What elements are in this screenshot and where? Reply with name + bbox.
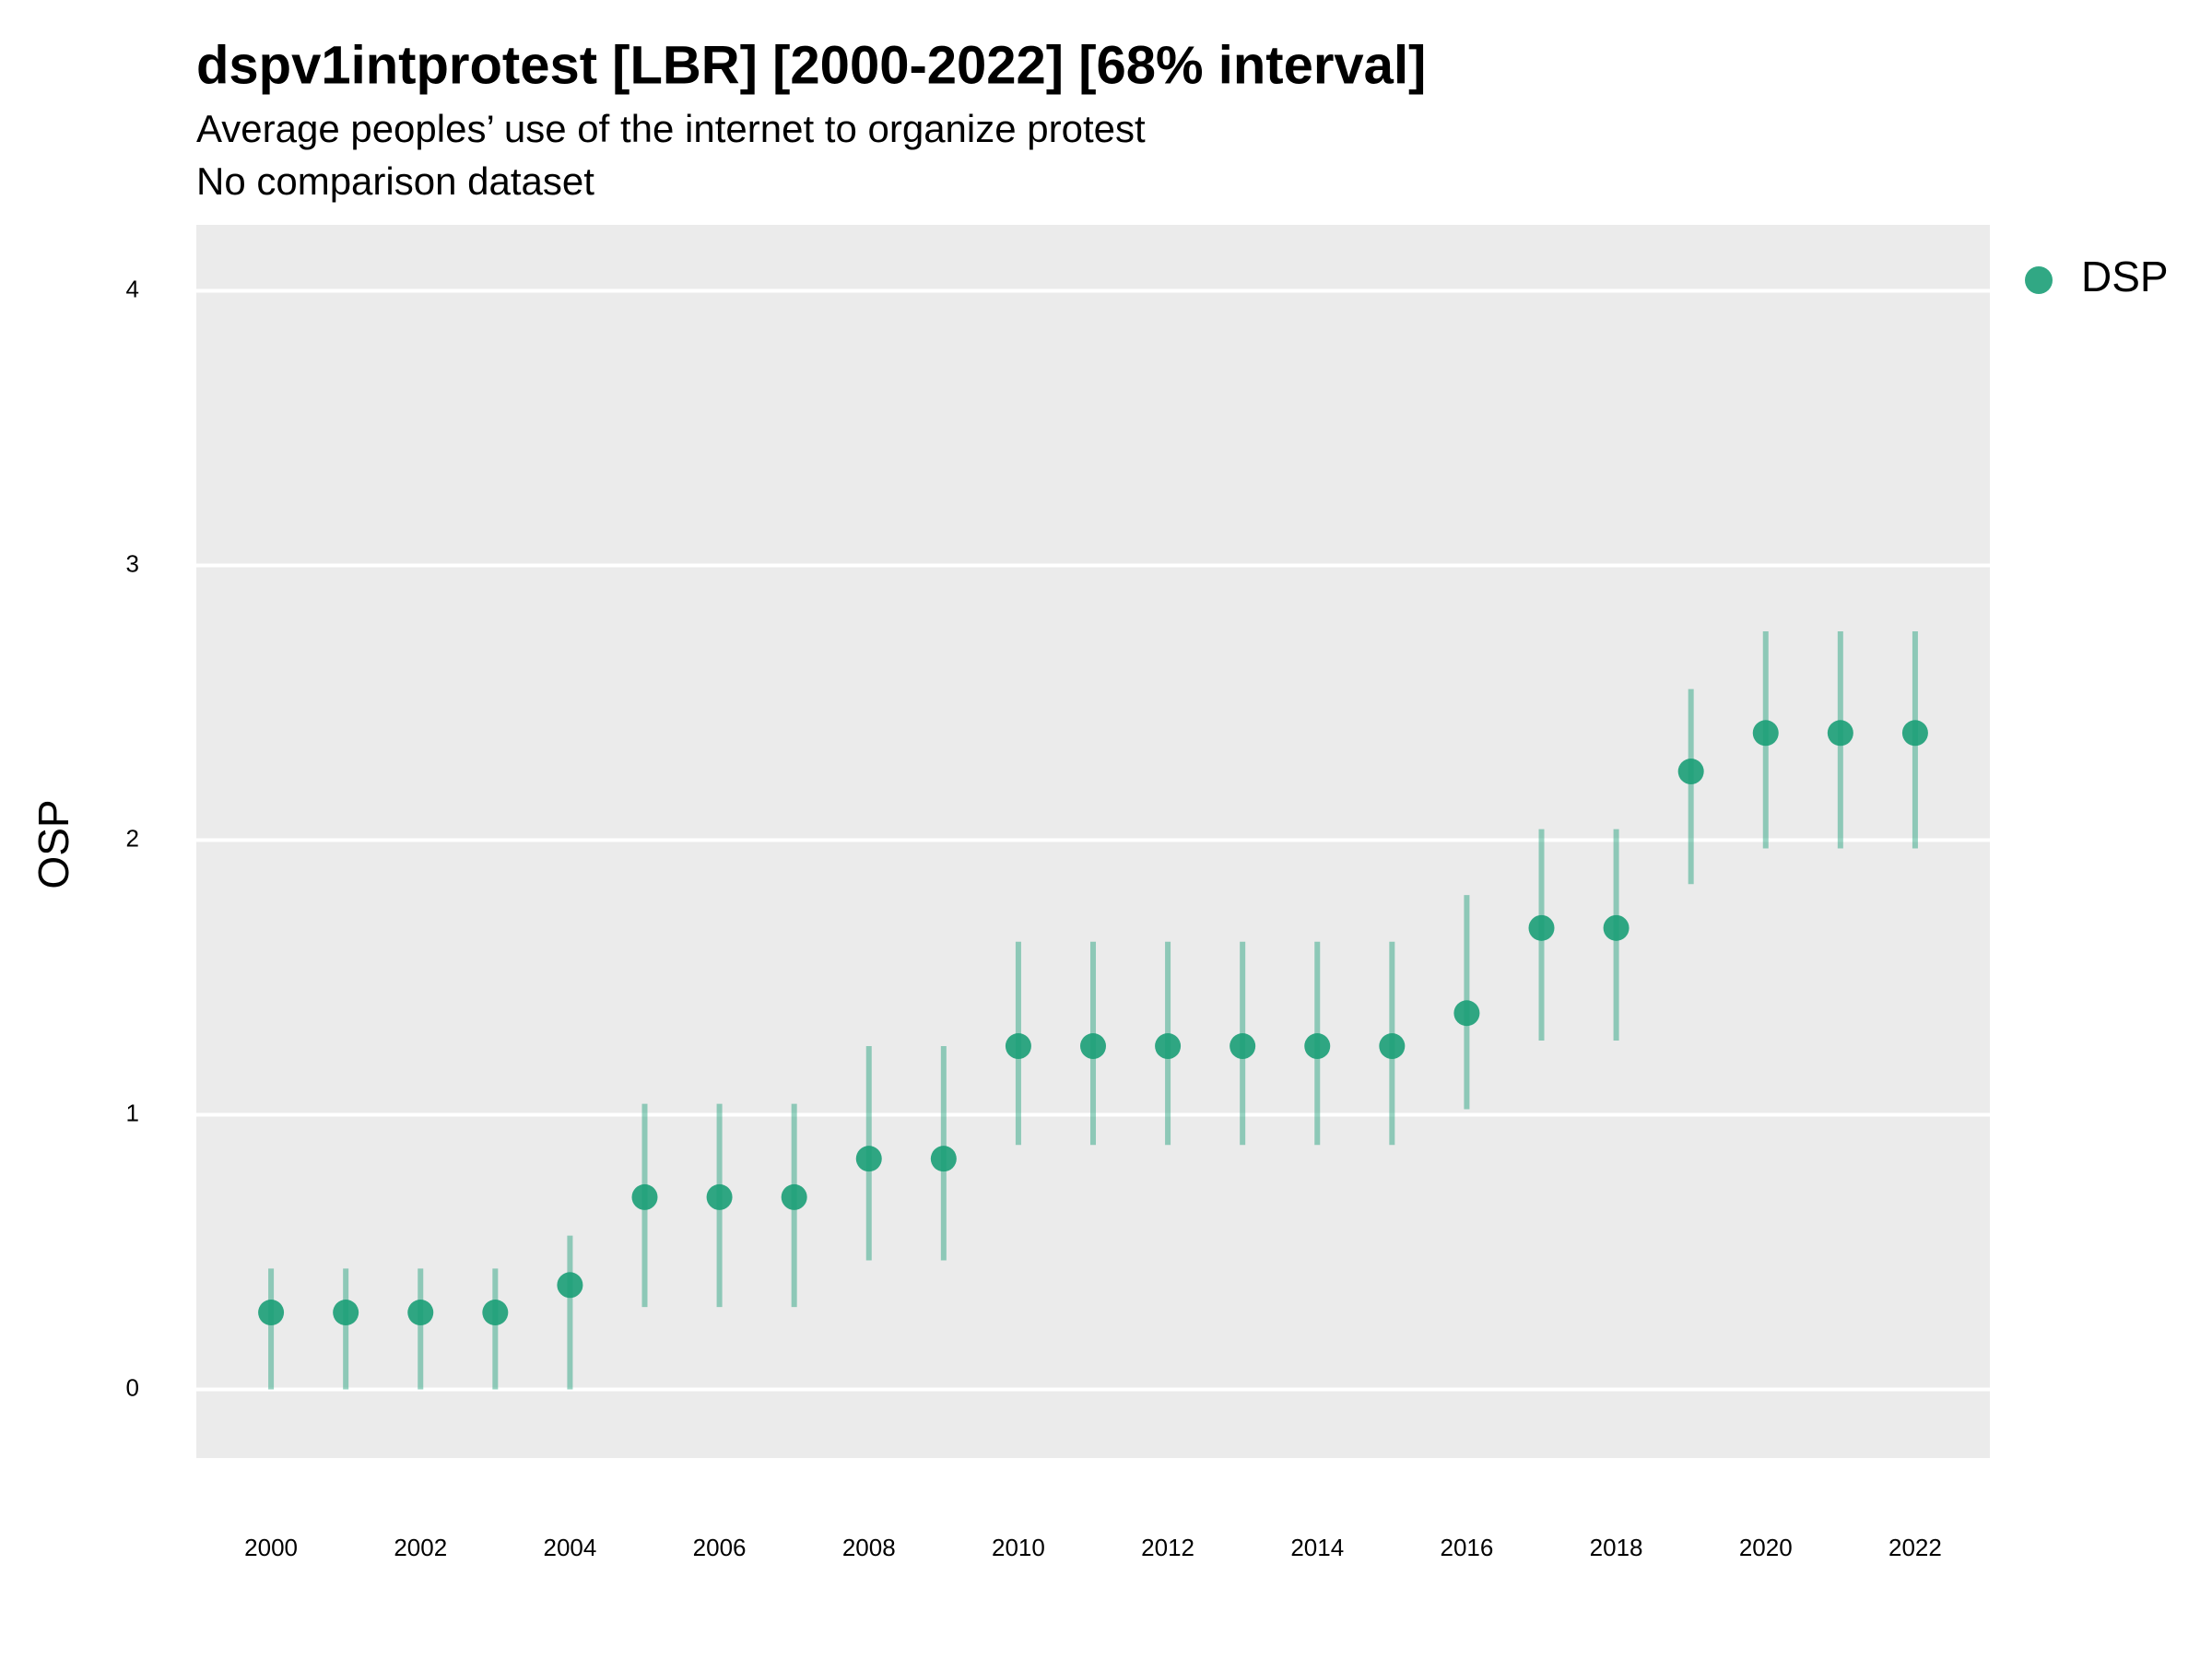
data-point bbox=[631, 1183, 658, 1210]
data-point bbox=[1005, 1033, 1031, 1060]
x-tick-label: 2002 bbox=[394, 1534, 447, 1561]
data-point bbox=[258, 1300, 285, 1326]
data-point bbox=[333, 1300, 359, 1326]
data-point bbox=[1528, 914, 1555, 941]
y-tick-label: 3 bbox=[126, 549, 139, 577]
data-point bbox=[1901, 720, 1928, 747]
x-tick-label: 2012 bbox=[1141, 1534, 1194, 1561]
data-point bbox=[407, 1300, 434, 1326]
data-point bbox=[855, 1146, 882, 1172]
x-tick-label: 2022 bbox=[1888, 1534, 1942, 1561]
chart-title: dspv1intprotest [LBR] [2000-2022] [68% i… bbox=[196, 35, 1426, 95]
data-point bbox=[781, 1183, 807, 1210]
chart-subtitle: No comparison dataset bbox=[196, 159, 594, 203]
data-point bbox=[930, 1146, 957, 1172]
data-point bbox=[1752, 720, 1779, 747]
legend-label: DSP bbox=[2081, 253, 2169, 300]
y-tick-label: 1 bbox=[126, 1099, 139, 1126]
y-tick-label: 0 bbox=[126, 1373, 139, 1401]
data-point bbox=[1677, 759, 1704, 785]
data-point bbox=[482, 1300, 509, 1326]
x-tick-label: 2000 bbox=[244, 1534, 298, 1561]
legend-marker bbox=[2025, 266, 2053, 294]
data-point bbox=[1453, 1000, 1480, 1027]
x-tick-label: 2020 bbox=[1739, 1534, 1793, 1561]
x-tick-label: 2018 bbox=[1590, 1534, 1643, 1561]
data-point bbox=[1304, 1033, 1331, 1060]
data-point bbox=[1155, 1033, 1182, 1060]
x-tick-label: 2004 bbox=[543, 1534, 596, 1561]
data-point bbox=[1080, 1033, 1106, 1060]
y-tick-label: 4 bbox=[126, 275, 139, 302]
x-tick-label: 2006 bbox=[693, 1534, 747, 1561]
data-point bbox=[1603, 914, 1630, 941]
x-tick-label: 2014 bbox=[1290, 1534, 1344, 1561]
data-point bbox=[706, 1183, 733, 1210]
y-axis-label: OSP bbox=[29, 799, 77, 888]
data-point bbox=[557, 1272, 583, 1299]
x-tick-label: 2016 bbox=[1440, 1534, 1493, 1561]
data-point bbox=[1379, 1033, 1406, 1060]
data-point bbox=[1230, 1033, 1256, 1060]
x-tick-label: 2008 bbox=[842, 1534, 896, 1561]
data-point bbox=[1827, 720, 1853, 747]
x-tick-label: 2010 bbox=[992, 1534, 1045, 1561]
chart-subtitle: Average peoples’ use of the internet to … bbox=[196, 107, 1146, 150]
y-tick-label: 2 bbox=[126, 824, 139, 852]
